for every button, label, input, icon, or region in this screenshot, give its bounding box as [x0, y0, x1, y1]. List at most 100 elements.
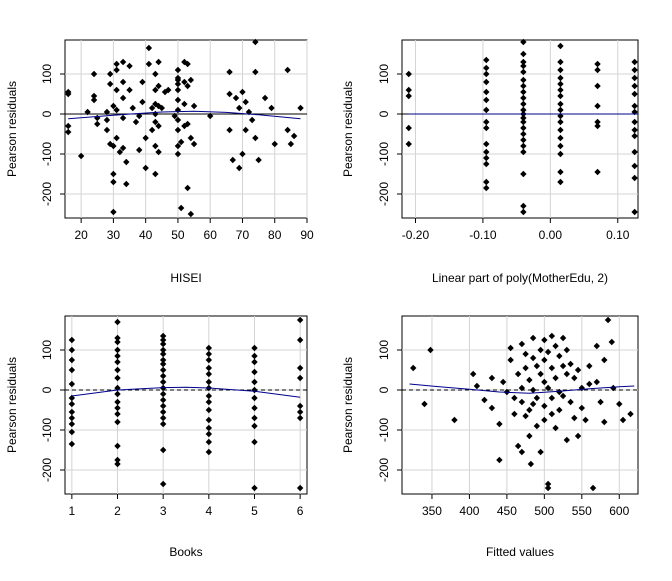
data-point: [114, 398, 121, 406]
data-point: [65, 128, 72, 136]
data-point: [177, 138, 185, 146]
data-point: [296, 484, 304, 492]
data-point: [631, 126, 638, 134]
data-point: [594, 168, 601, 176]
y-tick-label: -100: [377, 418, 391, 442]
data-point: [68, 428, 76, 436]
data-point: [114, 410, 121, 418]
data-point: [296, 364, 304, 372]
data-point: [68, 356, 76, 364]
data-point: [520, 38, 527, 46]
x-tick-label: 450: [497, 504, 517, 518]
data-point: [106, 80, 114, 88]
data-point: [113, 86, 120, 94]
data-point: [631, 118, 638, 126]
panel-fitted-values: 350 400 450 500 550 600 -200 -100 0 100 Fitted v…: [341, 315, 639, 559]
data-point: [159, 340, 167, 348]
data-point: [106, 140, 114, 148]
data-point: [239, 150, 246, 158]
data-point: [544, 484, 552, 492]
data-point: [205, 344, 213, 352]
data-point: [114, 442, 121, 450]
data-point: [557, 42, 564, 50]
data-point: [184, 82, 191, 90]
data-point: [631, 66, 638, 74]
y-tick-label: -100: [40, 142, 54, 166]
data-point: [205, 438, 213, 446]
data-point: [296, 414, 304, 422]
y-tick-label: 100: [40, 64, 54, 84]
data-point: [187, 210, 195, 218]
data-point: [518, 398, 526, 406]
data-point: [152, 110, 159, 118]
data-point: [548, 332, 556, 340]
data-point: [207, 112, 214, 120]
data-point: [123, 180, 130, 188]
plot-area: [401, 315, 639, 495]
data-point: [184, 120, 191, 128]
data-point: [113, 134, 120, 142]
data-point: [604, 316, 612, 324]
data-point: [297, 104, 304, 112]
data-point: [261, 94, 269, 102]
data-point: [578, 384, 586, 392]
x-tick-label: 40: [139, 228, 153, 242]
data-point: [174, 150, 182, 158]
data-point: [159, 408, 167, 416]
data-point: [520, 94, 527, 102]
data-point: [405, 92, 412, 100]
x-axis-ticks: -0.20 -0.10 0.00 0.10: [402, 218, 630, 242]
data-point: [145, 44, 153, 52]
y-tick-label: 0: [377, 386, 391, 393]
data-point: [405, 70, 412, 78]
y-axis-ticks: -200 -100 0 100: [377, 340, 402, 482]
data-point: [159, 480, 167, 488]
data-point: [114, 456, 121, 464]
data-point: [205, 378, 213, 386]
data-point: [483, 124, 490, 132]
x-tick-label: 400: [459, 504, 479, 518]
data-point: [155, 148, 162, 156]
x-tick-label: 30: [107, 228, 121, 242]
x-axis-ticks: 1 2 3 4 5 6: [69, 494, 304, 518]
smooth-curve: [409, 383, 635, 394]
data-point: [631, 82, 638, 90]
data-point: [537, 370, 544, 378]
data-point: [552, 424, 559, 432]
data-point: [123, 158, 130, 166]
data-point: [631, 74, 638, 82]
data-point: [159, 396, 167, 404]
data-point: [548, 410, 556, 418]
data-point: [136, 146, 143, 154]
data-point: [544, 348, 552, 356]
residual-points: [68, 316, 304, 492]
data-point: [181, 78, 188, 86]
data-point: [567, 360, 574, 368]
y-tick-label: 0: [40, 110, 54, 117]
data-point: [65, 122, 72, 130]
data-point: [68, 346, 76, 354]
data-point: [520, 202, 527, 210]
x-tick-label: 1: [69, 504, 76, 518]
data-point: [483, 70, 490, 78]
data-point: [205, 370, 213, 378]
data-point: [526, 376, 533, 384]
data-point: [103, 126, 111, 134]
data-point: [152, 86, 159, 94]
data-point: [110, 208, 117, 216]
data-point: [520, 50, 527, 58]
x-tick-label: -0.20: [402, 228, 430, 242]
data-point: [557, 92, 564, 100]
data-point: [126, 86, 133, 94]
data-point: [205, 392, 213, 400]
data-point: [148, 104, 156, 112]
data-point: [520, 170, 527, 178]
data-point: [520, 88, 527, 96]
data-point: [114, 418, 121, 426]
y-axis-ticks: -200 -100 0 100: [40, 340, 65, 482]
data-point: [520, 62, 527, 70]
x-tick-label: 50: [171, 228, 185, 242]
data-point: [251, 394, 258, 402]
data-point: [597, 398, 604, 406]
data-point: [483, 106, 490, 114]
